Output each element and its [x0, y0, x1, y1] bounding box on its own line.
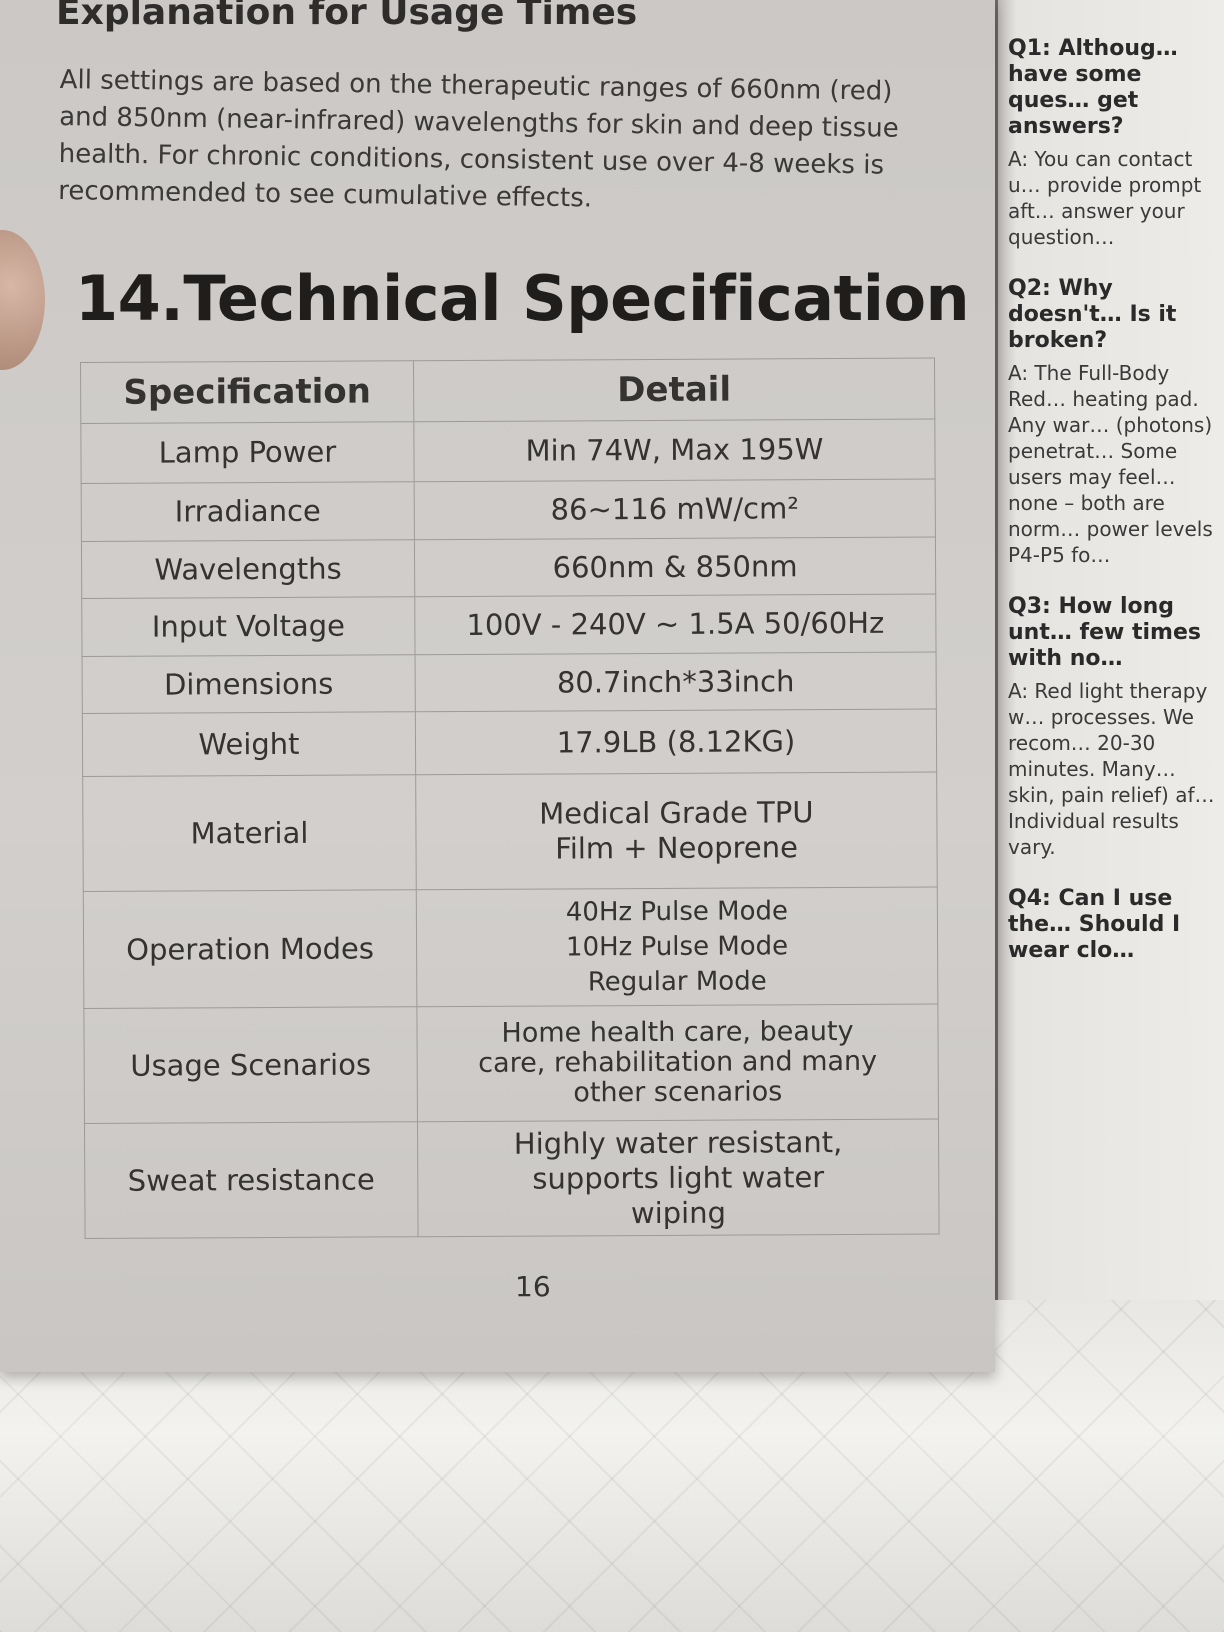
faq-answer-3: A: Red light therapy w… processes. We re…	[1008, 679, 1215, 859]
faq-answer-1: A: You can contact u… provide prompt aft…	[1008, 147, 1202, 249]
spec-cell: Sweat resistance	[84, 1121, 419, 1239]
detail-cell: 660nm & 850nm	[414, 537, 936, 597]
detail-cell: 40Hz Pulse Mode 10Hz Pulse Mode Regular …	[416, 887, 938, 1007]
table-row: Sweat resistance Highly water resistant, …	[84, 1119, 940, 1239]
faq-answer-2: A: The Full-Body Red… heating pad. Any w…	[1008, 361, 1213, 567]
table-row: Lamp Power Min 74W, Max 195W	[80, 419, 936, 484]
right-page	[995, 0, 1224, 1300]
detail-cell: Highly water resistant, supports light w…	[417, 1119, 940, 1237]
finger	[0, 230, 45, 370]
usage-body: All settings are based on the therapeuti…	[57, 64, 899, 214]
table-row: Usage Scenarios Home health care, beauty …	[83, 1004, 939, 1124]
left-page: Explanation for Usage Times All settings…	[0, 0, 995, 1372]
spec-cell: Material	[82, 774, 417, 892]
faq-question-2: Q2: Why doesn't… Is it broken?	[1008, 276, 1177, 353]
detail-cell: Home health care, beauty care, rehabilit…	[416, 1004, 939, 1122]
detail-cell: 17.9LB (8.12KG)	[415, 709, 937, 775]
table-row: Material Medical Grade TPU Film + Neopren…	[82, 772, 938, 892]
detail-cell: 80.7inch*33inch	[415, 652, 937, 712]
table-row: Input Voltage 100V - 240V ~ 1.5A 50/60Hz	[81, 594, 937, 657]
header-detail: Detail	[413, 358, 935, 422]
faq-question-3: Q3: How long unt… few times with no…	[1008, 594, 1201, 671]
header-specification: Specification	[80, 360, 414, 424]
page-number: 16	[515, 1270, 551, 1303]
table-row: Wavelengths 660nm & 850nm	[81, 537, 936, 599]
table-header-row: Specification Detail	[80, 358, 935, 424]
faq-question-4: Q4: Can I use the… Should I wear clo…	[1008, 886, 1181, 963]
detail-cell: 86~116 mW/cm²	[414, 479, 936, 540]
spec-cell: Wavelengths	[81, 539, 415, 599]
usage-heading: Explanation for Usage Times	[56, 0, 638, 33]
spec-cell: Lamp Power	[80, 421, 415, 484]
spec-cell: Weight	[82, 711, 416, 777]
table-row: Irradiance 86~116 mW/cm²	[81, 479, 936, 542]
spec-table: Specification Detail Lamp Power Min 74W, …	[80, 358, 940, 1239]
detail-cell: 100V - 240V ~ 1.5A 50/60Hz	[414, 594, 937, 655]
spec-cell: Operation Modes	[83, 889, 417, 1009]
spec-cell: Input Voltage	[81, 596, 416, 657]
spec-cell: Dimensions	[82, 654, 416, 714]
spec-cell: Irradiance	[81, 481, 415, 542]
faq-section: Q1: Althoug… have some ques… get answers…	[1008, 10, 1218, 964]
table-row: Operation Modes 40Hz Pulse Mode 10Hz Puls…	[83, 887, 938, 1009]
detail-cell: Min 74W, Max 195W	[413, 419, 936, 482]
table-row: Dimensions 80.7inch*33inch	[82, 652, 937, 714]
detail-cell: Medical Grade TPU Film + Neoprene	[415, 772, 938, 890]
table-row: Weight 17.9LB (8.12KG)	[82, 709, 937, 777]
section-title: 14.Technical Specification	[75, 262, 970, 335]
faq-question-1: Q1: Althoug… have some ques… get answers…	[1008, 36, 1178, 139]
spec-cell: Usage Scenarios	[83, 1006, 418, 1124]
